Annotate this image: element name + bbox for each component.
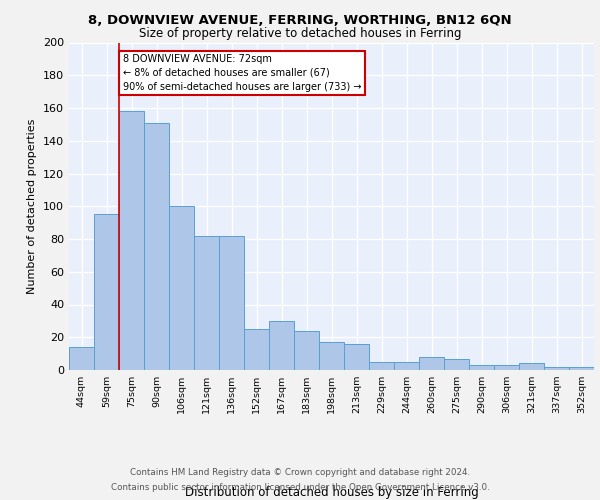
Bar [94, 214, 119, 370]
Bar [219, 236, 244, 370]
Bar [344, 344, 369, 370]
Bar [119, 112, 144, 370]
Bar [319, 342, 344, 370]
Bar [569, 366, 594, 370]
Text: Contains HM Land Registry data © Crown copyright and database right 2024.: Contains HM Land Registry data © Crown c… [130, 468, 470, 477]
Bar [494, 365, 519, 370]
Bar [169, 206, 194, 370]
Bar [519, 364, 544, 370]
Bar [444, 358, 469, 370]
Text: 8, DOWNVIEW AVENUE, FERRING, WORTHING, BN12 6QN: 8, DOWNVIEW AVENUE, FERRING, WORTHING, B… [88, 14, 512, 27]
Text: Contains public sector information licensed under the Open Government Licence v3: Contains public sector information licen… [110, 483, 490, 492]
Bar [394, 362, 419, 370]
Bar [69, 347, 94, 370]
X-axis label: Distribution of detached houses by size in Ferring: Distribution of detached houses by size … [185, 486, 478, 498]
Y-axis label: Number of detached properties: Number of detached properties [28, 118, 37, 294]
Text: 8 DOWNVIEW AVENUE: 72sqm
← 8% of detached houses are smaller (67)
90% of semi-de: 8 DOWNVIEW AVENUE: 72sqm ← 8% of detache… [123, 54, 361, 92]
Bar [544, 366, 569, 370]
Bar [294, 330, 319, 370]
Bar [419, 357, 444, 370]
Bar [194, 236, 219, 370]
Text: Size of property relative to detached houses in Ferring: Size of property relative to detached ho… [139, 28, 461, 40]
Bar [469, 365, 494, 370]
Bar [369, 362, 394, 370]
Bar [244, 329, 269, 370]
Bar [269, 321, 294, 370]
Bar [144, 122, 169, 370]
